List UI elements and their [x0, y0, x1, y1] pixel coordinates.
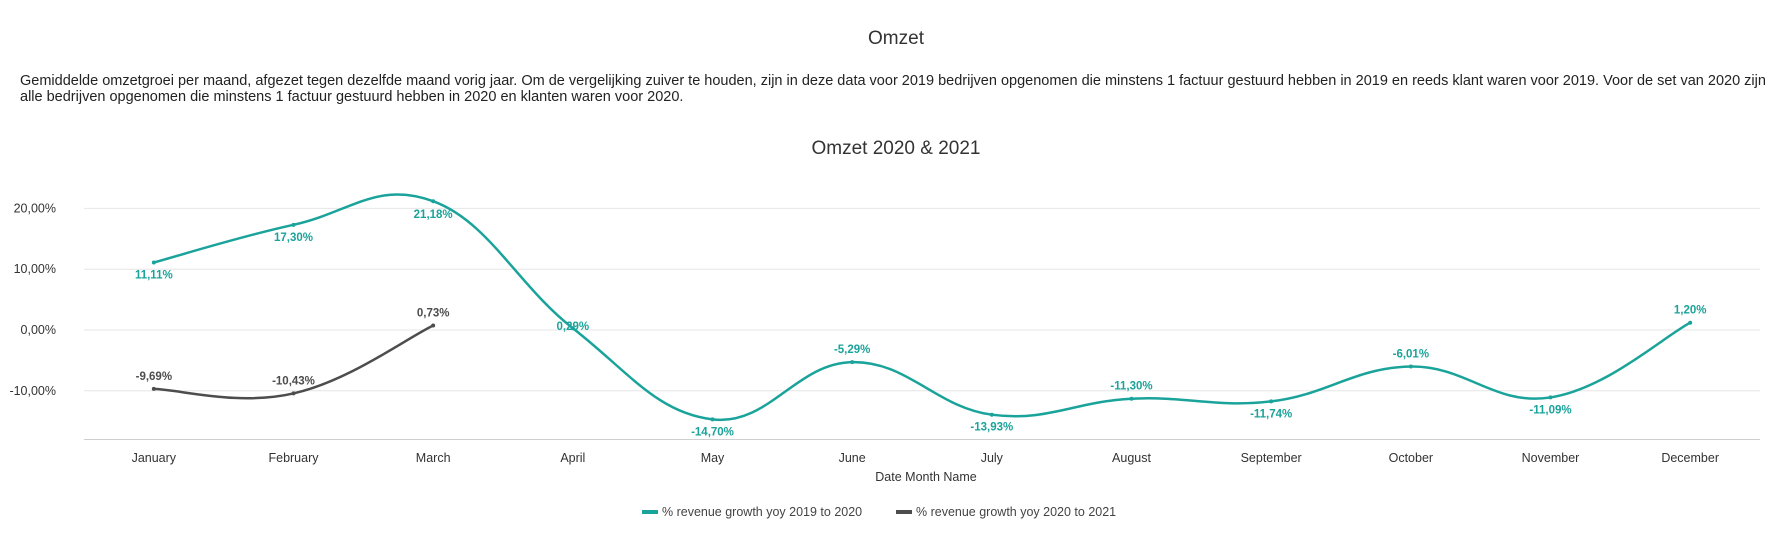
- legend-label-series-1: % revenue growth yoy 2019 to 2020: [662, 505, 862, 519]
- data-label: -13,93%: [970, 422, 1013, 434]
- x-axis-ticks: January February March April May June July Augu…: [132, 451, 1719, 465]
- data-label: -11,09%: [1529, 404, 1571, 416]
- y-tick-label: -10,00%: [9, 384, 56, 398]
- data-point[interactable]: [850, 360, 855, 365]
- legend: % revenue growth yoy 2019 to 2020 % reve…: [642, 505, 1116, 519]
- data-label: 11,11%: [135, 269, 173, 281]
- chart-title: Omzet 2020 & 2021: [812, 138, 981, 159]
- data-label: -14,70%: [691, 426, 734, 438]
- data-label: -11,30%: [1110, 381, 1152, 393]
- data-point[interactable]: [1408, 364, 1413, 369]
- series-line-1[interactable]: [153, 193, 1691, 422]
- data-point[interactable]: [1129, 396, 1134, 401]
- y-tick-label: 10,00%: [14, 262, 56, 276]
- data-point[interactable]: [989, 412, 994, 417]
- data-point[interactable]: [431, 199, 436, 204]
- x-tick-label: July: [981, 451, 1004, 465]
- data-point[interactable]: [1548, 395, 1553, 400]
- data-labels: 11,11% 17,30% 21,18% 0,29% -14,70% -5,29% -13,…: [135, 209, 1707, 438]
- x-tick-label: August: [1112, 451, 1151, 465]
- data-label: -10,43%: [272, 375, 315, 387]
- page-title: Omzet: [868, 28, 924, 49]
- x-tick-label: March: [416, 451, 451, 465]
- x-tick-label: January: [132, 451, 177, 465]
- data-label: 21,18%: [414, 209, 453, 221]
- x-tick-label: November: [1522, 451, 1580, 465]
- legend-item-series-2[interactable]: % revenue growth yoy 2020 to 2021: [896, 505, 1116, 519]
- series-lines: [151, 193, 1693, 422]
- data-label: 0,73%: [417, 308, 450, 320]
- data-point[interactable]: [151, 260, 156, 265]
- legend-swatch-series-1: [642, 510, 658, 514]
- legend-label-series-2: % revenue growth yoy 2020 to 2021: [916, 505, 1116, 519]
- data-point[interactable]: [570, 326, 575, 331]
- x-tick-label: October: [1389, 451, 1433, 465]
- data-point[interactable]: [1269, 399, 1274, 404]
- data-label: 1,20%: [1674, 305, 1707, 317]
- data-point[interactable]: [1688, 320, 1693, 325]
- data-label: 0,29%: [557, 321, 590, 333]
- y-axis-ticks: 20,00% 10,00% 0,00% -10,00%: [9, 201, 56, 397]
- data-point[interactable]: [151, 386, 156, 391]
- legend-swatch-series-2: [896, 510, 912, 514]
- data-label: -9,69%: [136, 371, 172, 383]
- legend-item-series-1[interactable]: % revenue growth yoy 2019 to 2020: [642, 505, 862, 519]
- data-label: 17,30%: [274, 232, 313, 244]
- y-tick-label: 0,00%: [21, 323, 56, 337]
- data-label: -6,01%: [1393, 349, 1429, 361]
- data-label: -11,74%: [1250, 408, 1292, 420]
- data-point[interactable]: [710, 417, 715, 422]
- x-tick-label: May: [701, 451, 725, 465]
- data-point[interactable]: [291, 391, 296, 396]
- gridlines: [84, 207, 1760, 440]
- y-tick-label: 20,00%: [14, 201, 56, 215]
- x-tick-label: December: [1661, 451, 1719, 465]
- x-tick-label: September: [1241, 451, 1302, 465]
- data-point[interactable]: [431, 323, 436, 328]
- page-description: Gemiddelde omzetgroei per maand, afgezet…: [20, 73, 1766, 105]
- x-tick-label: June: [839, 451, 866, 465]
- x-tick-label: April: [560, 451, 585, 465]
- data-label: -5,29%: [834, 344, 870, 356]
- data-point[interactable]: [291, 222, 296, 227]
- x-axis-title: Date Month Name: [875, 470, 976, 484]
- x-tick-label: February: [268, 451, 319, 465]
